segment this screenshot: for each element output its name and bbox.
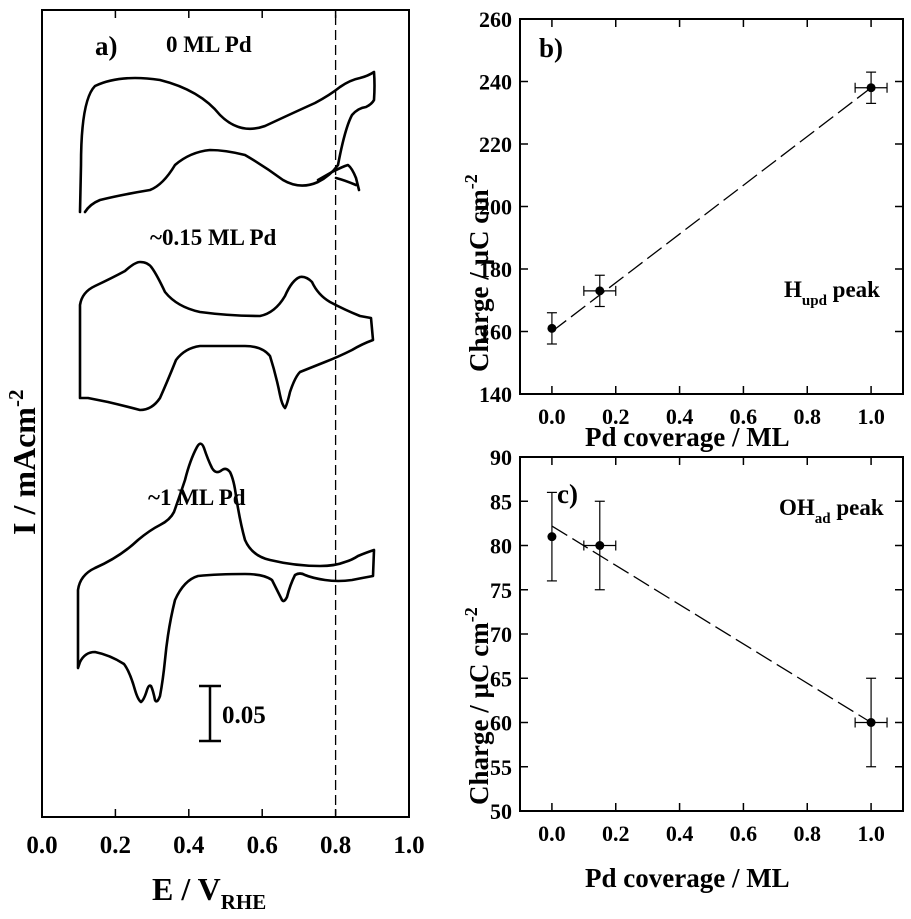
- panel-b-xlabel: Pd coverage / ML: [585, 422, 790, 452]
- panel-c-y-tick-label: 65: [490, 666, 512, 691]
- cv-peak-0ml: [316, 163, 361, 192]
- series-label-1ml: ~1 ML Pd: [148, 485, 246, 510]
- panel-b: 0.0 0.2 0.4 0.6 0.8 1.0140160180200220240260 …: [461, 7, 904, 452]
- series-label-015ml: ~0.15 ML Pd: [150, 225, 277, 250]
- cv-curve-1ml: [76, 442, 376, 704]
- panel-c-data-point: [595, 541, 605, 550]
- panel-b-label: b): [539, 33, 563, 63]
- panel-a-xlabel: E / VRHE: [152, 871, 266, 914]
- panel-b-data-point: [547, 323, 557, 333]
- panel-c-x-tick-label: 0.4: [666, 821, 694, 846]
- scale-bar-label: 0.05: [222, 702, 266, 729]
- panel-c-data-point: [866, 718, 876, 727]
- panel-b-marks: [546, 71, 888, 345]
- panel-b-y-tick-label: 140: [479, 382, 512, 407]
- panel-b-y-tick-label: 160: [479, 320, 512, 345]
- panel-c-x-tick-label: 0.6: [730, 821, 758, 846]
- panel-c-y-tick-label: 75: [490, 578, 512, 603]
- panel-b-y-tick-label: 180: [479, 257, 512, 282]
- panel-c-y-tick-label: 55: [490, 755, 512, 780]
- panel-b-y-tick-label: 260: [479, 7, 512, 32]
- panel-a-frame: [41, 9, 410, 818]
- panel-b-axis-ticks: 0.0 0.2 0.4 0.6 0.8 1.0 140 160 180 200 220 240 260: [479, 7, 903, 429]
- panel-b-x-tick-label: 1.0: [857, 404, 885, 429]
- panel-c-x-tick-label: 0.2: [602, 821, 630, 846]
- cv-curve-0ml: [78, 70, 376, 214]
- panel-c-ylabel: Charge / µC cm-2: [461, 607, 494, 805]
- panel-c-y-tick-label: 60: [490, 711, 512, 736]
- panel-b-y-tick-label: 240: [479, 70, 512, 95]
- panel-c-xlabel: Pd coverage / ML: [585, 863, 790, 893]
- panel-c-y-tick-label: 85: [490, 489, 512, 514]
- panel-b-x-tick-label: 0.6: [730, 404, 758, 429]
- panel-a-ylabel: I / mAcm-2: [4, 390, 42, 535]
- panel-c-y-tick-label: 90: [490, 445, 512, 470]
- panel-c-x-tick-label: 0.0: [538, 821, 566, 846]
- panel-b-x-tick-label: 0.8: [794, 404, 822, 429]
- panel-b-x-tick-label: 0.0: [538, 404, 566, 429]
- x-tick-label: 0.4: [173, 832, 205, 859]
- panel-c-annotation: OHad peak: [779, 495, 884, 527]
- panel-b-x-tick-label: 0.4: [666, 404, 694, 429]
- panel-c-y-tick-label: 70: [490, 622, 512, 647]
- panel-b-y-tick-label: 220: [479, 132, 512, 157]
- panel-a-label: a): [95, 31, 118, 61]
- panel-b-data-point: [595, 286, 605, 296]
- panel-c-x-tick-label: 0.8: [794, 821, 822, 846]
- x-tick-label: 0.2: [100, 832, 131, 859]
- x-tick-label: 0.6: [247, 832, 278, 859]
- x-tick-label: 1.0: [393, 832, 424, 859]
- panel-c-data-point: [547, 532, 557, 542]
- x-tick-label: 0.8: [320, 832, 351, 859]
- panel-a: 0.0 0.2 0.4 0.6 0.8 1.0 a) 0 ML Pd ~0.15 ML P…: [4, 9, 425, 914]
- cv-curve-015ml: [78, 260, 375, 412]
- panel-c-x-tick-label: 1.0: [857, 821, 885, 846]
- scale-bar: 0.05: [199, 684, 266, 743]
- panel-b-x-tick-label: 0.2: [602, 404, 630, 429]
- x-tick-label: 0.0: [26, 832, 57, 859]
- panel-b-frame: [519, 18, 904, 395]
- panel-c-axis-ticks: 0.0 0.2 0.4 0.6 0.8 1.0 50 55 60 65 70 75 80 85 90: [490, 445, 903, 846]
- panel-c-marks: [546, 491, 888, 768]
- panel-c-label: c): [557, 479, 578, 509]
- panel-b-data-point: [866, 83, 876, 93]
- panel-c-fit-line: [551, 525, 872, 724]
- series-label-0ml: 0 ML Pd: [166, 32, 252, 57]
- panel-c-y-tick-label: 50: [490, 799, 512, 824]
- panel-b-y-tick-label: 200: [479, 195, 512, 220]
- panel-b-ylabel: Charge / µC cm-2: [461, 174, 494, 372]
- panel-b-fit-line: [551, 87, 872, 333]
- panel-a-x-ticks: 0.0 0.2 0.4 0.6 0.8 1.0: [26, 10, 425, 859]
- panel-b-annotation: Hupd peak: [784, 277, 880, 309]
- panel-c-y-tick-label: 80: [490, 534, 512, 559]
